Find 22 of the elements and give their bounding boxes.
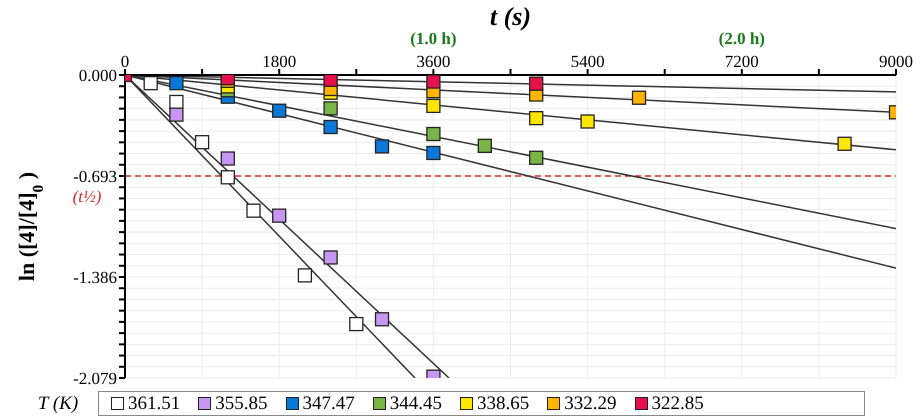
- legend-label: 338.65: [476, 393, 530, 414]
- y-tick-label: -2.079: [73, 369, 117, 388]
- legend-label: 322.85: [650, 393, 704, 414]
- x-tick-label: 0: [120, 52, 130, 71]
- y-tick-label: -1.386: [73, 268, 117, 288]
- legend-label: 355.85: [214, 393, 268, 414]
- x-tick-label: 9000: [879, 52, 913, 71]
- ref-line-label: (t½): [72, 187, 102, 206]
- y-tick-label: 0.000: [78, 66, 117, 86]
- legend-label: 347.47: [302, 393, 355, 414]
- x-tick-label: 1800: [262, 52, 296, 71]
- legend-label: 344.45: [388, 393, 442, 414]
- legend-label: 361.51: [127, 393, 180, 414]
- x2-tick-label: (1.0 h): [410, 29, 457, 48]
- chart-title: t (s): [490, 2, 532, 31]
- y-tick-label: -0.693: [73, 167, 117, 186]
- x-tick-label: 5400: [570, 52, 605, 71]
- legend-label: 332.29: [563, 393, 616, 414]
- x-tick-label: 3600: [416, 52, 450, 71]
- legend-title: T (K): [36, 393, 80, 414]
- x2-tick-label: (2.0 h): [718, 29, 765, 48]
- x-tick-label: 7200: [724, 52, 759, 71]
